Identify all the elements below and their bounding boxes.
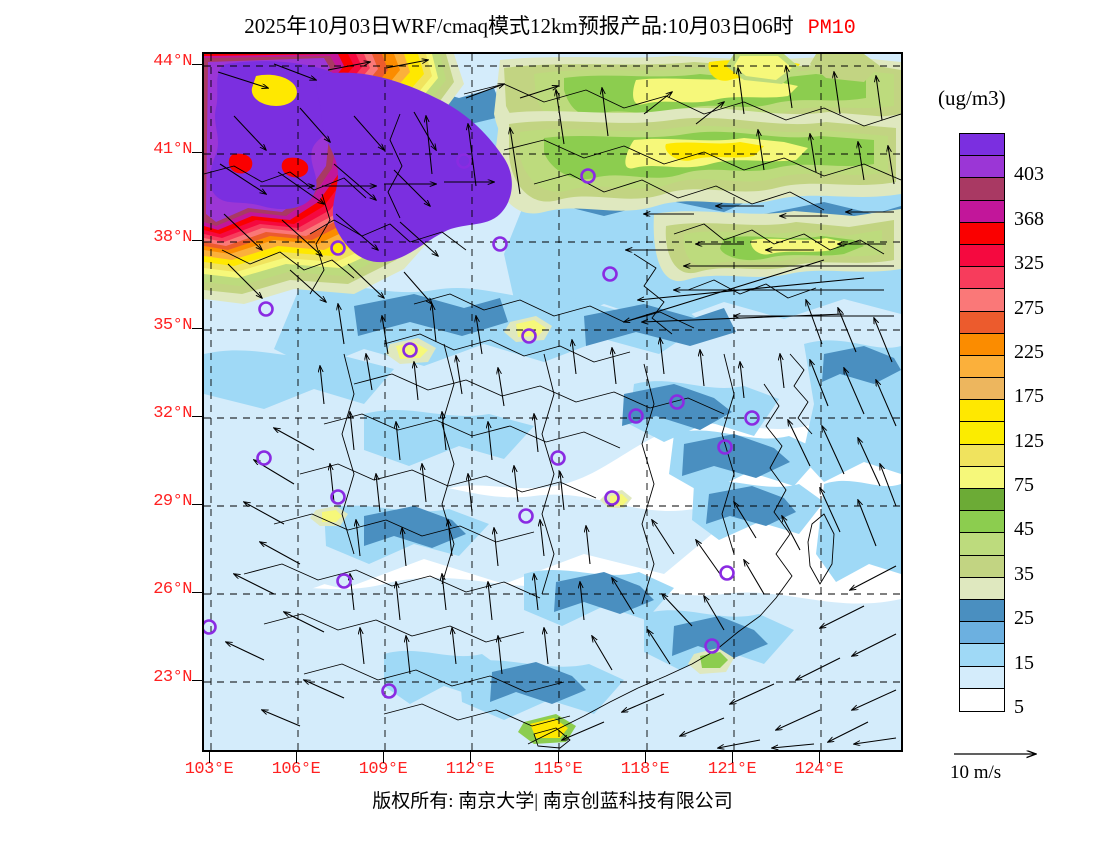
map-plot-area[interactable] [202,52,903,752]
lat-label: 23°N [153,668,192,687]
colorbar-swatch [960,355,1004,379]
colorbar-swatch [960,666,1004,689]
colorbar-swatch [960,333,1004,356]
lon-tick [819,752,820,763]
lon-label: 109°E [358,760,408,779]
lat-label: 32°N [153,404,192,423]
wind-scale-key: 10 m/s [950,742,1090,798]
colorbar-swatch [960,200,1004,223]
wind-scale-arrow-icon [954,742,1060,764]
colorbar-swatch [960,244,1004,268]
colorbar-unit-label: (ug/m3) [938,86,1006,110]
lon-label: 112°E [445,760,495,779]
colorbar-tick-label: 403 [1014,163,1044,186]
city-marker-group [204,153,760,699]
lat-tick [192,152,203,153]
lat-label: 26°N [153,580,192,599]
colorbar-tick-label: 75 [1014,474,1034,497]
colorbar-tick-label: 15 [1014,651,1034,674]
lat-tick [192,64,203,65]
wind-scale-label: 10 m/s [950,762,1002,783]
colorbar-swatch [960,533,1004,556]
colorbar-tick-label: 368 [1014,207,1044,230]
colorbar-tick-label: 45 [1014,518,1034,541]
colorbar-swatch [960,444,1004,467]
lon-tick [558,752,559,763]
pm10-concentration-map [204,54,901,750]
colorbar-tick-label: 275 [1014,296,1044,319]
lat-tick [192,416,203,417]
colorbar-swatch [960,178,1004,201]
colorbar-tick-label: 35 [1014,562,1034,585]
lon-label: 103°E [184,760,234,779]
colorbar-tick-label: 225 [1014,340,1044,363]
copyright-text: 版权所有: 南京大学| 南京创蓝科技有限公司 [372,791,733,812]
colorbar-swatch [960,644,1004,667]
colorbar-swatch [960,222,1004,245]
colorbar-swatch [960,134,1004,157]
colorbar-swatch [960,555,1004,578]
lat-label: 38°N [153,228,192,247]
page-title: 2025年10月03日WRF/cmaq模式12km预报产品:10月03日06时 P… [0,10,1100,40]
colorbar-swatch [960,289,1004,312]
colorbar-swatch [960,688,1004,711]
lat-tick [192,328,203,329]
colorbar-swatch [960,577,1004,600]
lon-label: 124°E [794,760,844,779]
colorbar-swatch [960,422,1004,445]
colorbar-swatch [960,311,1004,334]
title-main-text: 2025年10月03日WRF/cmaq模式12km预报产品:10月03日06时 [244,14,794,38]
colorbar-swatch [960,489,1004,512]
colorbar-tick-label: 5 [1014,696,1024,718]
latitude-axis: 44°N 41°N 38°N 35°N 32°N 29°N 26°N 23°N [122,0,192,850]
colorbar-swatch [960,378,1004,401]
lat-tick [192,504,203,505]
lon-label: 106°E [271,760,321,779]
lon-tick [645,752,646,763]
lat-label: 35°N [153,316,192,335]
lon-tick [732,752,733,763]
colorbar-swatch [960,156,1004,179]
colorbar-swatch [960,511,1004,534]
colorbar-swatch [960,466,1004,489]
lon-tick [296,752,297,763]
lat-tick [192,592,203,593]
lon-tick [470,752,471,763]
lat-label: 44°N [153,52,192,71]
colorbar-tick-label: 175 [1014,385,1044,408]
colorbar-tick-labels: 403 368 325 275 225 175 125 75 45 35 25 15 5 [1014,133,1098,718]
lon-label: 115°E [533,760,583,779]
colorbar-swatch [960,400,1004,423]
colorbar-tick-label: 25 [1014,607,1034,630]
colorbar-tick-label: 125 [1014,429,1044,452]
colorbar[interactable] [959,133,1005,712]
lat-tick [192,680,203,681]
lat-label: 41°N [153,140,192,159]
lat-tick [192,240,203,241]
title-species-badge: PM10 [807,17,856,40]
lat-label: 29°N [153,492,192,511]
wind-vector-field [217,60,897,748]
colorbar-tick-label: 325 [1014,252,1044,275]
colorbar-swatch [960,267,1004,290]
colorbar-swatch [960,599,1004,623]
colorbar-swatch [960,622,1004,645]
lon-tick [383,752,384,763]
lon-label: 121°E [707,760,757,779]
lon-tick [209,752,210,763]
lon-label: 118°E [620,760,670,779]
